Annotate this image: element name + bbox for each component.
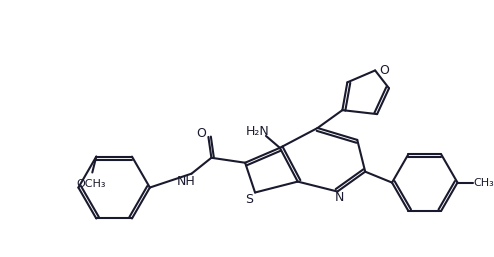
Text: S: S	[245, 193, 253, 206]
Text: N: N	[335, 191, 344, 204]
Text: NH: NH	[177, 175, 196, 188]
Text: OCH₃: OCH₃	[77, 179, 106, 189]
Text: CH₃: CH₃	[473, 178, 494, 188]
Text: O: O	[379, 64, 389, 77]
Text: H₂N: H₂N	[246, 125, 270, 139]
Text: O: O	[197, 127, 206, 141]
